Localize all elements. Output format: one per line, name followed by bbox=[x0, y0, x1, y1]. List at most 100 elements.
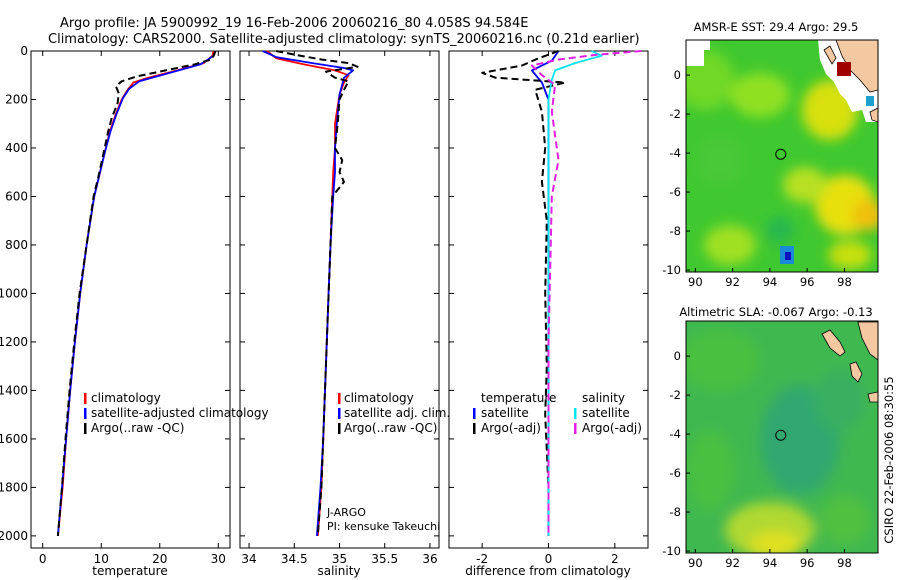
map-x-tick-label: 98 bbox=[837, 275, 852, 289]
sst-missing-data bbox=[686, 40, 704, 66]
x-tick-label: 2 bbox=[611, 552, 619, 566]
sst-hot-patch bbox=[837, 62, 851, 76]
temperature-xlabel: temperature bbox=[92, 564, 167, 578]
map-x-tick-label: 96 bbox=[800, 275, 815, 289]
legend-swatch-temp-satellite bbox=[473, 408, 476, 419]
legend-label-temp-argo: Argo(-adj) bbox=[481, 421, 541, 435]
series-line-satellite-adjusted-climatology bbox=[57, 50, 217, 536]
series-line-salinity-satellite bbox=[547, 50, 603, 536]
map-y-tick-label: -8 bbox=[670, 224, 681, 238]
legend-swatch-sal-satellite bbox=[574, 408, 577, 419]
x-tick-label: 10 bbox=[94, 552, 109, 566]
salinity-legend: climatology satellite adj. clim. Argo(..… bbox=[338, 391, 450, 435]
y-tick-label: 1800 bbox=[0, 480, 28, 494]
y-tick-label: 1000 bbox=[0, 286, 28, 300]
legend-label-argo: Argo(..raw -QC) bbox=[91, 421, 184, 435]
map-y-tick-label: -4 bbox=[670, 146, 681, 160]
map-x-tick-label: 96 bbox=[800, 556, 815, 570]
map-y-tick-label: -6 bbox=[670, 185, 681, 199]
series-line-satellite-adj-clim bbox=[262, 50, 355, 536]
x-tick-label: 34.5 bbox=[281, 552, 308, 566]
legend-heading-temperature: temperature bbox=[481, 391, 556, 405]
map-y-tick-label: -6 bbox=[670, 466, 681, 480]
sst-map-panel: AMSR-E SST: 29.4 Argo: 29.5 bbox=[662, 20, 879, 289]
x-tick-label: 20 bbox=[152, 552, 167, 566]
island-land bbox=[869, 107, 878, 123]
x-tick-label: 30 bbox=[211, 552, 226, 566]
map-y-tick-label: -8 bbox=[670, 505, 681, 519]
series-line-temperature-argo-adj bbox=[481, 50, 567, 536]
sla-argo-location-marker bbox=[775, 429, 787, 441]
pi-annotation: PI: kensuke Takeuchi bbox=[327, 520, 440, 533]
series-line-climatology bbox=[57, 50, 215, 536]
legend-label-temp-satellite: satellite bbox=[481, 406, 529, 420]
legend-label-satellite-adj: satellite adj. clim. bbox=[344, 406, 450, 420]
temperature-legend: climatology satellite-adjusted climatolo… bbox=[84, 391, 269, 435]
salinity-axes-frame bbox=[239, 50, 440, 549]
legend-label-climatology: climatology bbox=[91, 391, 161, 405]
sst-map-frame bbox=[685, 39, 879, 273]
x-tick-label: 36 bbox=[422, 552, 437, 566]
legend-swatch-argo bbox=[338, 423, 341, 434]
y-tick-label: 400 bbox=[5, 141, 28, 155]
y-tick-label: 1200 bbox=[0, 335, 28, 349]
series-line-argo bbox=[276, 50, 359, 536]
island-land bbox=[849, 361, 863, 383]
map-x-tick-label: 90 bbox=[688, 556, 703, 570]
sla-map-frame bbox=[685, 320, 879, 554]
y-tick-label: 2000 bbox=[0, 529, 28, 543]
y-tick-label: 1400 bbox=[0, 383, 28, 397]
sumatra-land bbox=[857, 321, 878, 361]
legend-label-sal-satellite: satellite bbox=[582, 406, 630, 420]
difference-panel: difference from climatology temperature … bbox=[448, 50, 649, 578]
sumatra-land bbox=[835, 40, 878, 93]
sst-map-title: AMSR-E SST: 29.4 Argo: 29.5 bbox=[694, 20, 859, 34]
y-tick-label: 0 bbox=[20, 44, 28, 58]
sla-map-panel: Altimetric SLA: -0.067 Argo: -0.13 90 92 9… bbox=[662, 305, 879, 570]
legend-swatch-satellite-adjusted bbox=[84, 408, 87, 419]
map-x-tick-label: 90 bbox=[688, 275, 703, 289]
sla-map-title: Altimetric SLA: -0.067 Argo: -0.13 bbox=[679, 305, 872, 319]
temperature-panel: temperature climatology satellite-adjust… bbox=[0, 44, 269, 578]
island-land bbox=[821, 329, 846, 357]
map-y-tick-label: 0 bbox=[674, 349, 681, 363]
legend-swatch-climatology bbox=[338, 393, 341, 404]
salinity-xlabel: salinity bbox=[317, 564, 360, 578]
map-y-tick-label: -10 bbox=[662, 544, 681, 558]
map-x-tick-label: 98 bbox=[837, 556, 852, 570]
map-x-tick-label: 94 bbox=[763, 556, 778, 570]
sst-field bbox=[686, 40, 878, 272]
map-x-tick-label: 92 bbox=[725, 275, 740, 289]
y-tick-label: 1600 bbox=[0, 432, 28, 446]
x-tick-label: 34 bbox=[241, 552, 256, 566]
credit-timestamp: CSIRO 22-Feb-2006 08:30:55 bbox=[882, 376, 896, 543]
map-x-tick-label: 94 bbox=[763, 275, 778, 289]
map-y-tick-label: 0 bbox=[674, 68, 681, 82]
legend-swatch-satellite-adj bbox=[338, 408, 341, 419]
x-tick-label: 35 bbox=[332, 552, 347, 566]
sla-field bbox=[686, 321, 878, 553]
sst-missing-data bbox=[700, 40, 710, 50]
series-line-salinity-argo-adj bbox=[530, 50, 642, 536]
map-x-tick-label: 92 bbox=[725, 556, 740, 570]
legend-swatch-climatology bbox=[84, 393, 87, 404]
figure-title-line1: Argo profile: JA 5900992_19 16-Feb-2006 … bbox=[60, 16, 528, 31]
map-y-tick-label: -2 bbox=[670, 388, 681, 402]
figure-title-line2: Climatology: CARS2000. Satellite-adjuste… bbox=[48, 32, 640, 47]
island-land bbox=[823, 45, 837, 65]
platform-annotation: J-ARGO bbox=[326, 506, 366, 519]
y-tick-label: 800 bbox=[5, 238, 28, 252]
sst-argo-location-marker bbox=[775, 148, 787, 160]
legend-label-argo: Argo(..raw -QC) bbox=[344, 421, 437, 435]
legend-label-satellite-adjusted: satellite-adjusted climatology bbox=[91, 406, 269, 420]
sst-coastal-patch bbox=[866, 96, 874, 106]
y-tick-label: 600 bbox=[5, 189, 28, 203]
map-y-tick-label: -4 bbox=[670, 427, 681, 441]
x-tick-label: 35.5 bbox=[371, 552, 398, 566]
x-tick-label: 0 bbox=[39, 552, 47, 566]
legend-heading-salinity: salinity bbox=[582, 391, 625, 405]
island-land bbox=[867, 391, 878, 403]
difference-xlabel: difference from climatology bbox=[465, 564, 631, 578]
y-tick-label: 200 bbox=[5, 92, 28, 106]
